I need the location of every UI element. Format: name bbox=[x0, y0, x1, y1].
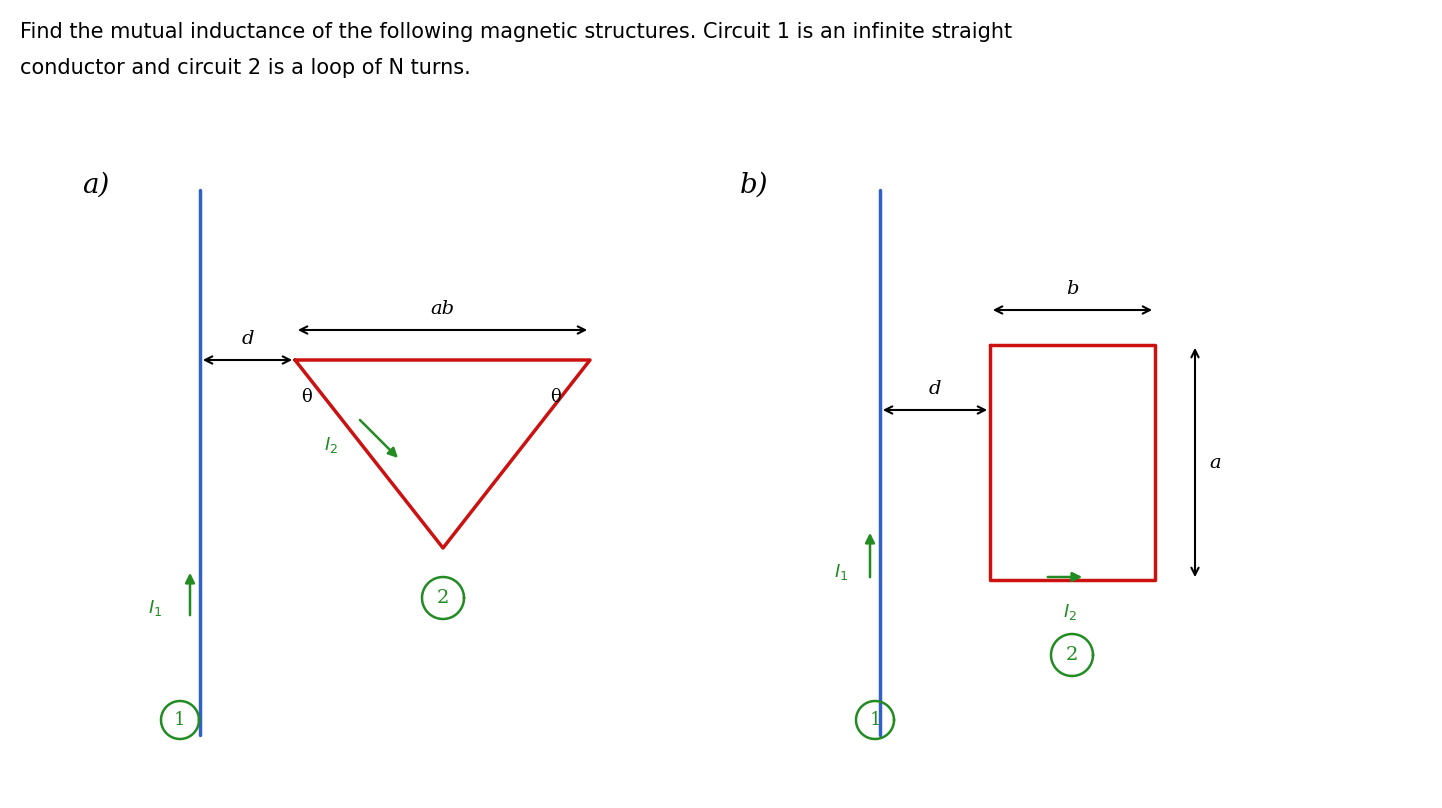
Text: θ: θ bbox=[549, 388, 561, 406]
Text: a: a bbox=[1208, 453, 1220, 472]
Text: b: b bbox=[1066, 280, 1079, 298]
Text: 1: 1 bbox=[174, 711, 186, 729]
Text: $\mathit{I}_{\mathit{1}}$: $\mathit{I}_{\mathit{1}}$ bbox=[149, 598, 162, 618]
Text: $\mathit{I}_{\mathit{2}}$: $\mathit{I}_{\mathit{2}}$ bbox=[1063, 602, 1077, 622]
Text: conductor and circuit 2 is a loop of N turns.: conductor and circuit 2 is a loop of N t… bbox=[20, 58, 470, 78]
Text: d: d bbox=[241, 330, 254, 348]
Text: ab: ab bbox=[431, 300, 454, 318]
Text: a): a) bbox=[82, 172, 110, 199]
Text: $\mathit{I}_{\mathit{2}}$: $\mathit{I}_{\mathit{2}}$ bbox=[324, 435, 337, 455]
Text: 2: 2 bbox=[1066, 646, 1079, 664]
Text: θ: θ bbox=[301, 388, 311, 406]
Text: b): b) bbox=[740, 172, 769, 199]
Text: 1: 1 bbox=[870, 711, 881, 729]
Text: d: d bbox=[929, 380, 942, 398]
Text: Find the mutual inductance of the following magnetic structures. Circuit 1 is an: Find the mutual inductance of the follow… bbox=[20, 22, 1012, 42]
Text: 2: 2 bbox=[437, 589, 450, 607]
Text: $\mathit{I}_{\mathit{1}}$: $\mathit{I}_{\mathit{1}}$ bbox=[833, 562, 848, 582]
